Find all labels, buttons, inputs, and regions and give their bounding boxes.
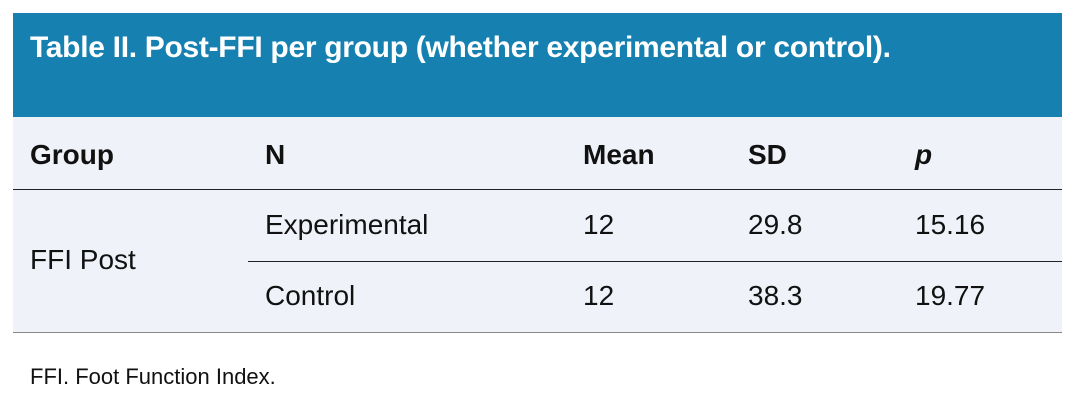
row-label: Control	[265, 280, 356, 311]
group-label: FFI Post	[30, 244, 136, 275]
footnote: FFI. Foot Function Index.	[30, 364, 276, 389]
p-cell: 19.77	[915, 280, 986, 311]
p-cell: 15.16	[915, 209, 986, 240]
col-header-mean: Mean	[583, 139, 655, 170]
sd-cell: 29.8	[748, 209, 803, 240]
row-divider	[248, 261, 1062, 262]
col-header-p: p	[915, 139, 933, 170]
table-title: Table II. Post-FFI per group (whether ex…	[13, 13, 1062, 117]
sd-cell: 38.3	[748, 280, 803, 311]
table-body: Group N Mean SD p FFI Post Experimental …	[13, 117, 1062, 333]
row-label: Experimental	[265, 209, 429, 240]
header-divider	[13, 189, 1062, 190]
col-header-group: Group	[30, 139, 114, 170]
mean-cell: 12	[583, 280, 615, 311]
col-header-n: N	[265, 139, 286, 170]
col-header-sd: SD	[748, 139, 787, 170]
table: Table II. Post-FFI per group (whether ex…	[13, 13, 1062, 333]
mean-cell: 12	[583, 209, 615, 240]
